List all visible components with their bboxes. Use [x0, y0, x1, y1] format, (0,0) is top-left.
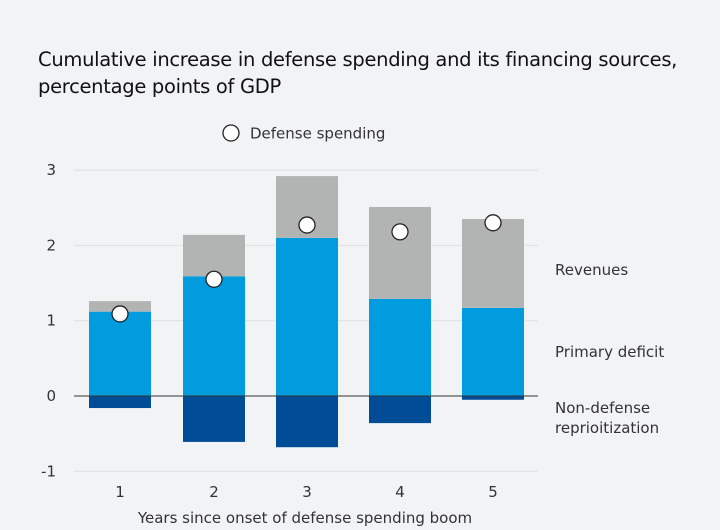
y-tick-label: 0	[46, 387, 56, 405]
defense-spending-marker	[298, 216, 316, 234]
series-label-revenues: Revenues	[555, 261, 628, 279]
y-tick-label: 1	[46, 312, 56, 330]
y-tick-label: 3	[46, 161, 56, 179]
defense-spending-marker	[484, 214, 502, 232]
bar-non-defense-reprioitization-4	[369, 396, 431, 424]
series-label-non-defense-reprioitization: Non-defense reprioitization	[555, 399, 659, 437]
chart-subtitle: percentage points of GDP	[38, 75, 281, 98]
defense-spending-marker	[111, 305, 129, 323]
x-axis-ticks: 1 2 3 4 5	[115, 483, 498, 501]
bar-revenues-5	[462, 219, 524, 308]
series-label-primary-deficit: Primary deficit	[555, 343, 664, 361]
bars	[89, 176, 524, 448]
bar-primary-deficit-2	[183, 276, 245, 396]
bar-non-defense-reprioitization-2	[183, 396, 245, 442]
bar-non-defense-reprioitization-5	[462, 396, 524, 400]
x-tick-label: 5	[488, 483, 498, 501]
chart-title-line1: Cumulative increase in defense spending …	[38, 48, 678, 71]
bar-revenues-2	[183, 234, 245, 277]
x-tick-label: 4	[395, 483, 405, 501]
y-tick-label: -1	[41, 462, 56, 480]
y-axis-ticks: 3 2 1 0 -1	[41, 161, 56, 480]
y-tick-label: 2	[46, 236, 56, 254]
bar-primary-deficit-3	[276, 237, 338, 396]
bar-primary-deficit-1	[89, 311, 151, 396]
defense-spending-marker	[205, 270, 223, 288]
chart-title: Cumulative increase in defense spending …	[38, 46, 677, 100]
legend-label-defense-spending: Defense spending	[250, 125, 385, 143]
defense-spending-marker	[391, 223, 409, 241]
bar-primary-deficit-5	[462, 307, 524, 396]
bar-primary-deficit-4	[369, 298, 431, 396]
defense-spending-markers	[111, 214, 502, 323]
bar-non-defense-reprioitization-3	[276, 396, 338, 448]
legend-marker-circle-icon	[222, 124, 240, 142]
bar-non-defense-reprioitization-1	[89, 396, 151, 409]
x-tick-label: 2	[209, 483, 219, 501]
x-axis-label: Years since onset of defense spending bo…	[137, 509, 472, 527]
x-tick-label: 1	[115, 483, 125, 501]
legend: Defense spending	[222, 124, 385, 143]
bar-revenues-4	[369, 206, 431, 299]
series-labels: Non-defense reprioitization Primary defici…	[555, 261, 664, 437]
x-tick-label: 3	[302, 483, 312, 501]
